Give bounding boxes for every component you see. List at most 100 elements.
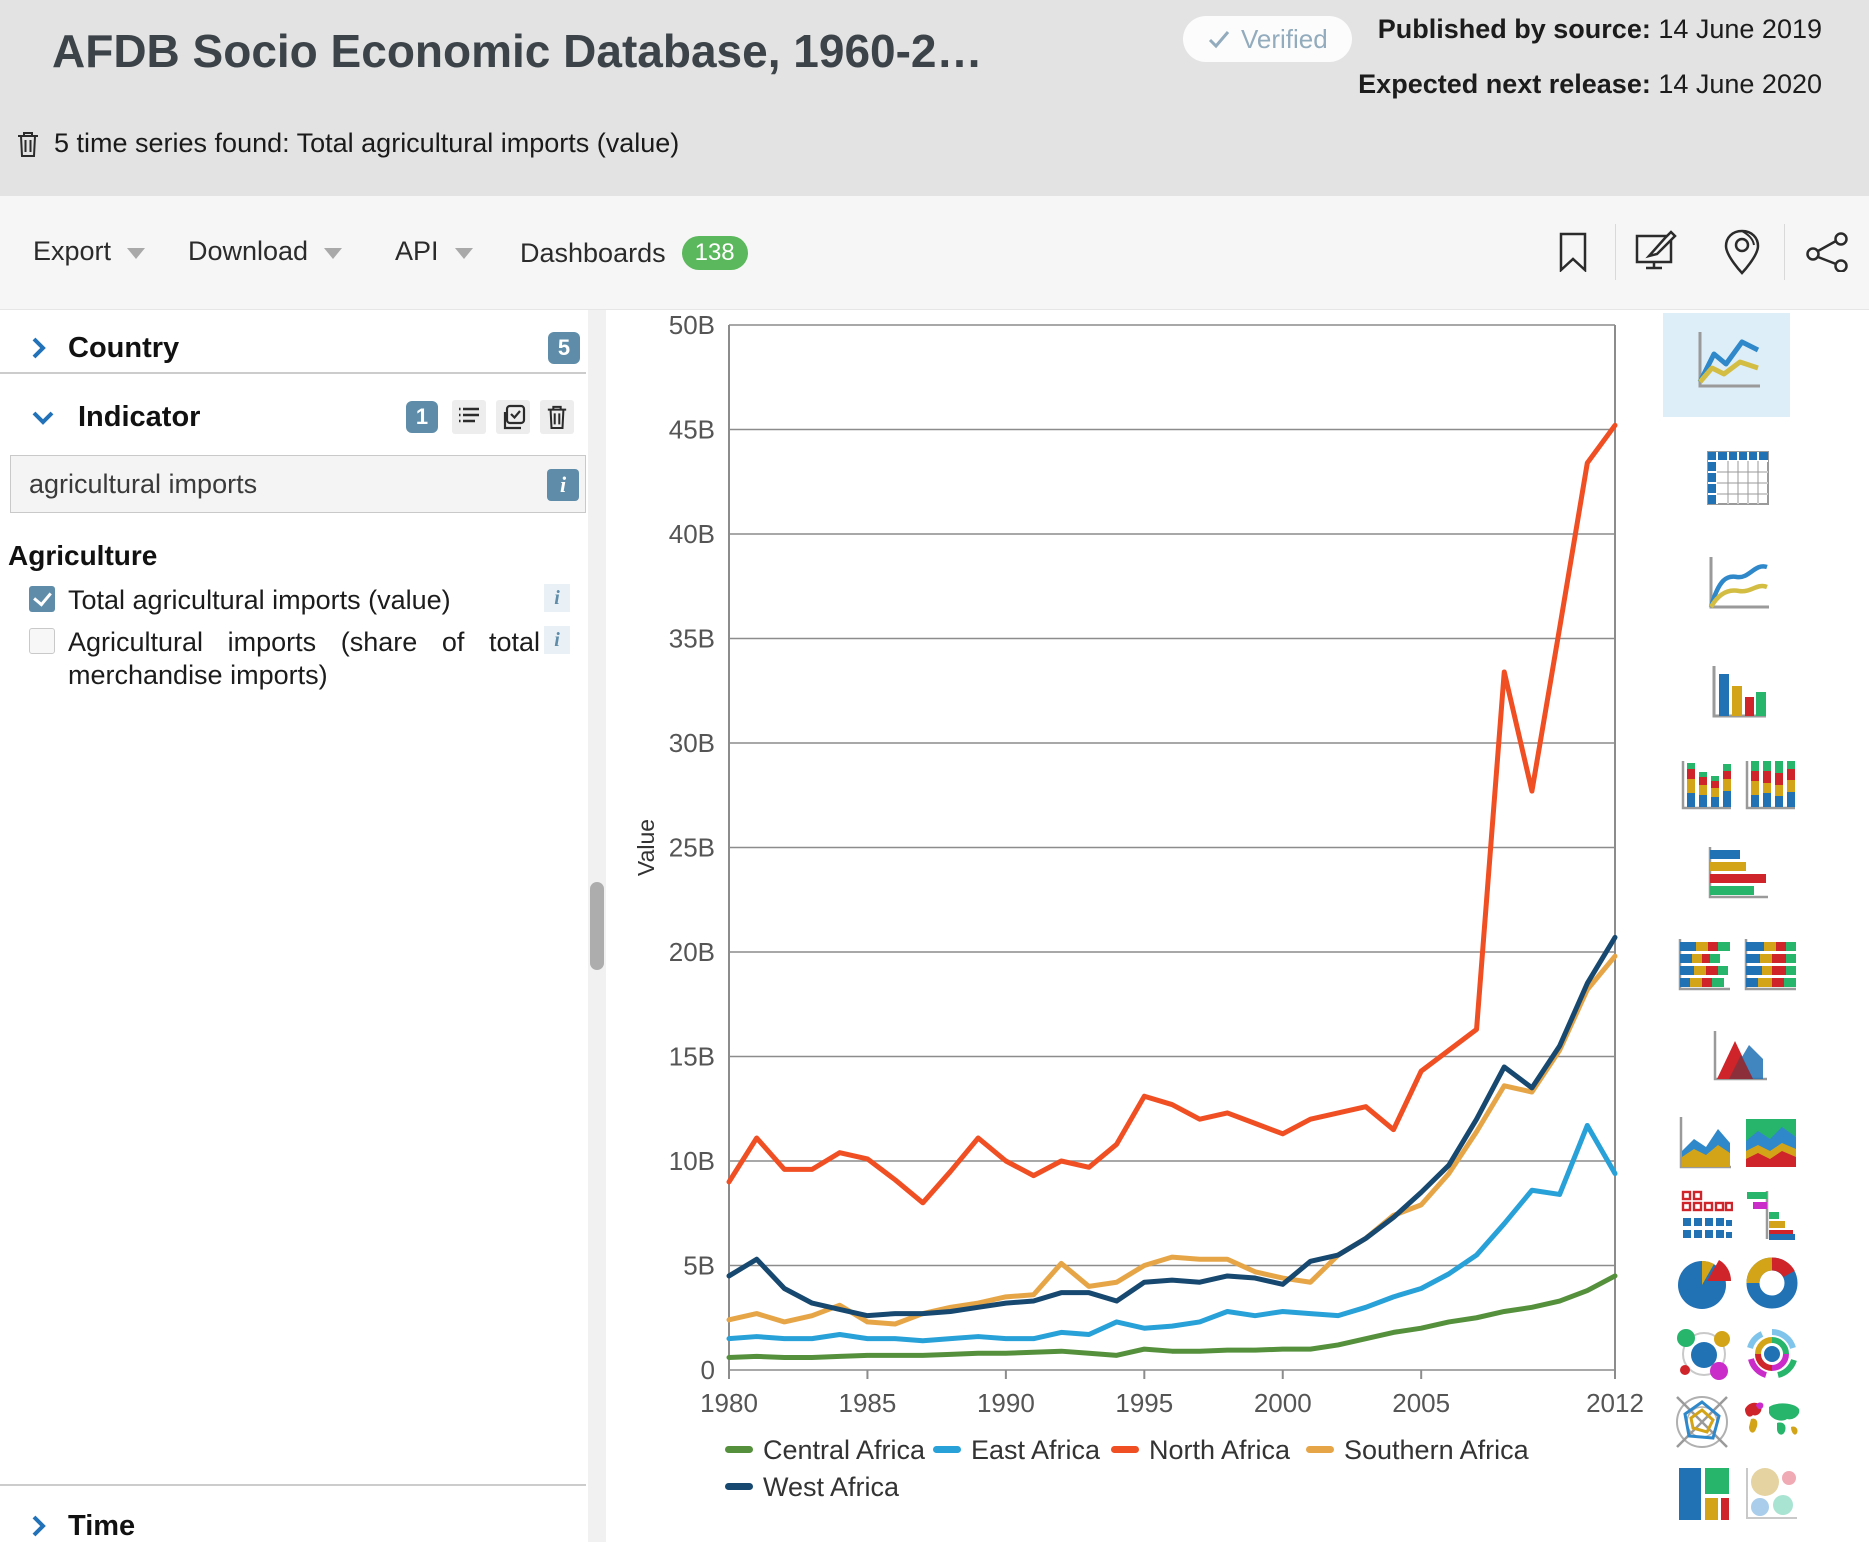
indicator-group-label: Agriculture xyxy=(8,540,158,571)
chart-type-stacked-horizontal-bar-charts[interactable] xyxy=(1663,939,1813,991)
legend-swatch xyxy=(1306,1446,1334,1453)
page-title: AFDB Socio Economic Database, 1960-2… xyxy=(52,25,983,77)
verified-badge: Verified xyxy=(1183,16,1352,62)
y-axis-title: Value xyxy=(633,819,659,876)
export-menu[interactable]: Export xyxy=(33,236,146,267)
chart-type-network-sunburst-charts[interactable] xyxy=(1663,1326,1813,1382)
chart-type-dot-matrix-tornado-charts[interactable] xyxy=(1663,1189,1813,1241)
indicator-option: Total agricultural imports (value) i xyxy=(0,584,586,624)
toolbar-separator xyxy=(1615,224,1616,280)
chart-type-horizontal-bar-chart[interactable] xyxy=(1663,847,1813,899)
country-count-badge: 5 xyxy=(548,332,580,364)
y-axis-tick-label: 45B xyxy=(669,415,715,445)
info-icon[interactable]: i xyxy=(544,626,570,654)
legend-item[interactable]: Central Africa xyxy=(725,1435,926,1465)
y-axis-tick-label: 15B xyxy=(669,1042,715,1072)
verified-label: Verified xyxy=(1241,23,1328,54)
y-axis-tick-label: 25B xyxy=(669,833,715,863)
share-icon[interactable] xyxy=(1785,232,1869,272)
time-label: Time xyxy=(68,1509,136,1542)
indicator-search-input[interactable] xyxy=(11,456,585,512)
series-found-text: 5 time series found: Total agricultural … xyxy=(54,128,680,158)
legend-item[interactable]: Southern Africa xyxy=(1306,1435,1530,1465)
dashboards-menu[interactable]: Dashboards 138 xyxy=(520,236,748,270)
customize-icon[interactable] xyxy=(1616,230,1700,274)
chart-type-radar-worldmap-charts[interactable] xyxy=(1663,1394,1813,1450)
published-label: Published by source: xyxy=(1377,14,1651,44)
chevron-down-icon xyxy=(454,248,473,259)
legend-item[interactable]: West Africa xyxy=(725,1472,900,1502)
legend-label: Southern Africa xyxy=(1344,1435,1530,1465)
chevron-down-icon xyxy=(127,248,146,259)
y-axis-tick-label: 40B xyxy=(669,519,715,549)
location-pin-icon[interactable] xyxy=(1700,229,1784,275)
country-label: Country xyxy=(68,331,180,364)
checkbox-unchecked[interactable] xyxy=(29,628,55,654)
search-info-icon[interactable]: i xyxy=(547,469,579,501)
sidebar-scrollbar[interactable] xyxy=(588,310,606,1542)
chart-type-panel xyxy=(1663,310,1869,1542)
divider xyxy=(0,372,586,374)
indicator-option-label: Agricultural imports (share of total mer… xyxy=(68,627,540,690)
y-axis-tick-label: 10B xyxy=(669,1146,715,1176)
scrollbar-thumb[interactable] xyxy=(590,882,604,970)
next-release-value: 14 June 2020 xyxy=(1658,69,1822,99)
legend-swatch xyxy=(725,1446,753,1453)
chart-area: 0 5B 10B 15B 20B 25B 30B 35B 40B 45B 50B 1980 1985 19… xyxy=(606,310,1669,1542)
api-menu[interactable]: API xyxy=(395,236,473,267)
chart-type-line-chart[interactable] xyxy=(1663,330,1790,390)
indicator-section-header[interactable]: Indicator 1 xyxy=(0,393,586,441)
line-chart: 0 5B 10B 15B 20B 25B 30B 35B 40B 45B 50B 1980 1985 19… xyxy=(633,310,1644,1502)
chevron-right-icon xyxy=(32,1515,46,1537)
trash-icon[interactable] xyxy=(540,400,574,434)
x-axis-tick-label: 2000 xyxy=(1254,1388,1312,1418)
bookmark-icon[interactable] xyxy=(1531,232,1615,272)
x-axis-tick-label: 1985 xyxy=(839,1388,897,1418)
indicator-option: Agricultural imports (share of total mer… xyxy=(0,626,586,698)
x-axis-tick-label: 2012 xyxy=(1586,1388,1644,1418)
legend-item[interactable]: North Africa xyxy=(1111,1435,1291,1465)
chart-type-smooth-line-chart[interactable] xyxy=(1663,555,1813,611)
chart-type-stacked-bar-charts[interactable] xyxy=(1663,759,1813,811)
page-header: AFDB Socio Economic Database, 1960-2… Ve… xyxy=(0,0,1869,196)
legend-swatch xyxy=(725,1483,753,1490)
x-axis-tick-label: 2005 xyxy=(1392,1388,1450,1418)
toolbar: Export Download API Dashboards 138 xyxy=(0,196,1869,310)
chevron-down-icon xyxy=(324,248,343,259)
download-menu[interactable]: Download xyxy=(188,236,343,267)
y-axis-tick-label: 20B xyxy=(669,937,715,967)
trash-icon[interactable] xyxy=(16,130,40,158)
info-icon[interactable]: i xyxy=(544,584,570,612)
series-line-east-africa xyxy=(726,1122,1618,1344)
select-all-icon[interactable] xyxy=(496,400,530,434)
indicator-option-label: Total agricultural imports (value) xyxy=(68,585,451,615)
x-axis-tick-label: 1980 xyxy=(700,1388,758,1418)
chart-type-treemap-bubble-charts[interactable] xyxy=(1663,1466,1813,1522)
toolbar-separator xyxy=(1784,224,1785,280)
divider xyxy=(0,1484,586,1486)
legend-label: East Africa xyxy=(971,1435,1101,1465)
indicator-search-box: i xyxy=(10,455,586,513)
y-axis-tick-label: 5B xyxy=(683,1251,715,1281)
legend-swatch xyxy=(1111,1446,1139,1453)
y-axis-tick-label: 30B xyxy=(669,728,715,758)
checkbox-checked[interactable] xyxy=(29,586,55,612)
indicator-label: Indicator xyxy=(78,400,201,433)
published-value: 14 June 2019 xyxy=(1658,14,1822,44)
x-axis-tick-label: 1990 xyxy=(977,1388,1035,1418)
dashboards-count-badge: 138 xyxy=(681,236,748,270)
legend-label: Central Africa xyxy=(763,1435,926,1465)
indicator-count-badge: 1 xyxy=(406,401,438,433)
chart-type-stacked-area-charts[interactable] xyxy=(1663,1117,1813,1169)
country-section-header[interactable]: Country 5 xyxy=(0,324,586,372)
chart-type-table[interactable] xyxy=(1663,448,1813,512)
chart-type-area-chart[interactable] xyxy=(1663,1029,1813,1081)
list-icon[interactable] xyxy=(452,400,486,434)
next-release-label: Expected next release: xyxy=(1358,69,1651,99)
legend-item[interactable]: East Africa xyxy=(933,1435,1101,1465)
chart-type-bar-chart[interactable] xyxy=(1663,664,1813,720)
chart-type-pie-donut-charts[interactable] xyxy=(1663,1255,1813,1311)
time-section-header[interactable]: Time xyxy=(0,1502,586,1550)
y-axis-tick-label: 50B xyxy=(669,310,715,340)
publish-info: Published by source: 14 June 2019 Expect… xyxy=(1358,14,1822,124)
